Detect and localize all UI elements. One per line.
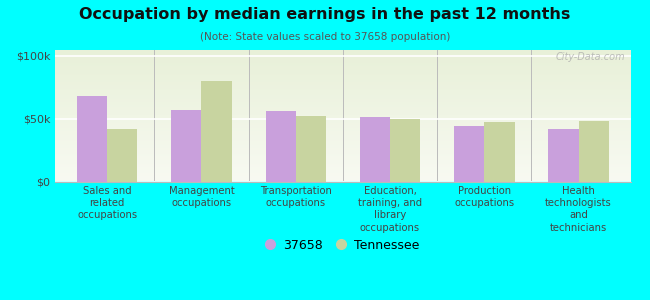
Bar <box>202 81 231 182</box>
Bar <box>484 122 515 182</box>
Text: Occupation by median earnings in the past 12 months: Occupation by median earnings in the pas… <box>79 8 571 22</box>
Text: City-Data.com: City-Data.com <box>555 52 625 62</box>
Bar <box>107 129 137 182</box>
Bar <box>454 126 484 182</box>
Bar <box>578 121 609 182</box>
Bar <box>390 118 420 182</box>
Bar <box>77 96 107 182</box>
Text: (Note: State values scaled to 37658 population): (Note: State values scaled to 37658 popu… <box>200 32 450 41</box>
Bar <box>549 129 578 182</box>
Bar <box>360 117 390 182</box>
Bar <box>296 116 326 182</box>
Bar <box>266 111 296 182</box>
Legend: 37658, Tennessee: 37658, Tennessee <box>261 234 424 257</box>
Bar <box>171 110 202 182</box>
